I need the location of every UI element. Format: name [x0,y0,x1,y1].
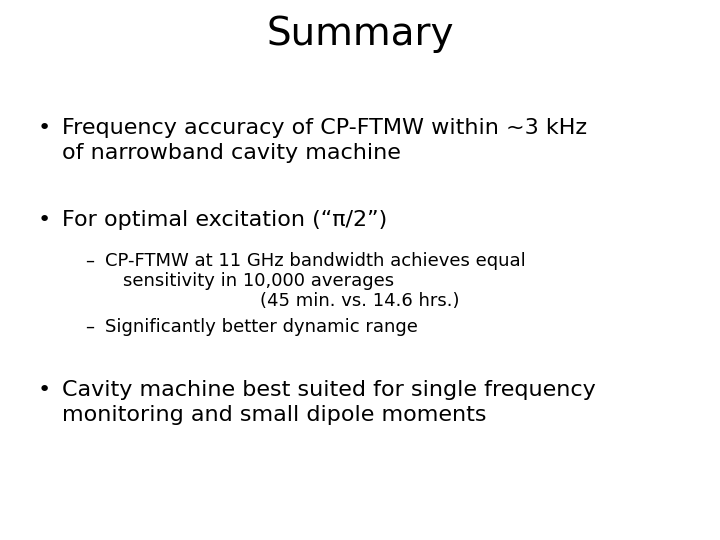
Text: Summary: Summary [266,15,454,53]
Text: Cavity machine best suited for single frequency: Cavity machine best suited for single fr… [62,380,595,400]
Text: CP-FTMW at 11 GHz bandwidth achieves equal: CP-FTMW at 11 GHz bandwidth achieves equ… [105,252,526,270]
Text: •: • [38,380,51,400]
Text: For optimal excitation (“π/2”): For optimal excitation (“π/2”) [62,210,387,230]
Text: Frequency accuracy of CP-FTMW within ~3 kHz: Frequency accuracy of CP-FTMW within ~3 … [62,118,587,138]
Text: •: • [38,210,51,230]
Text: –: – [85,252,94,270]
Text: sensitivity in 10,000 averages: sensitivity in 10,000 averages [123,272,394,290]
Text: monitoring and small dipole moments: monitoring and small dipole moments [62,405,487,425]
Text: •: • [38,118,51,138]
Text: –: – [85,318,94,336]
Text: of narrowband cavity machine: of narrowband cavity machine [62,143,401,163]
Text: (45 min. vs. 14.6 hrs.): (45 min. vs. 14.6 hrs.) [260,292,460,310]
Text: Significantly better dynamic range: Significantly better dynamic range [105,318,418,336]
